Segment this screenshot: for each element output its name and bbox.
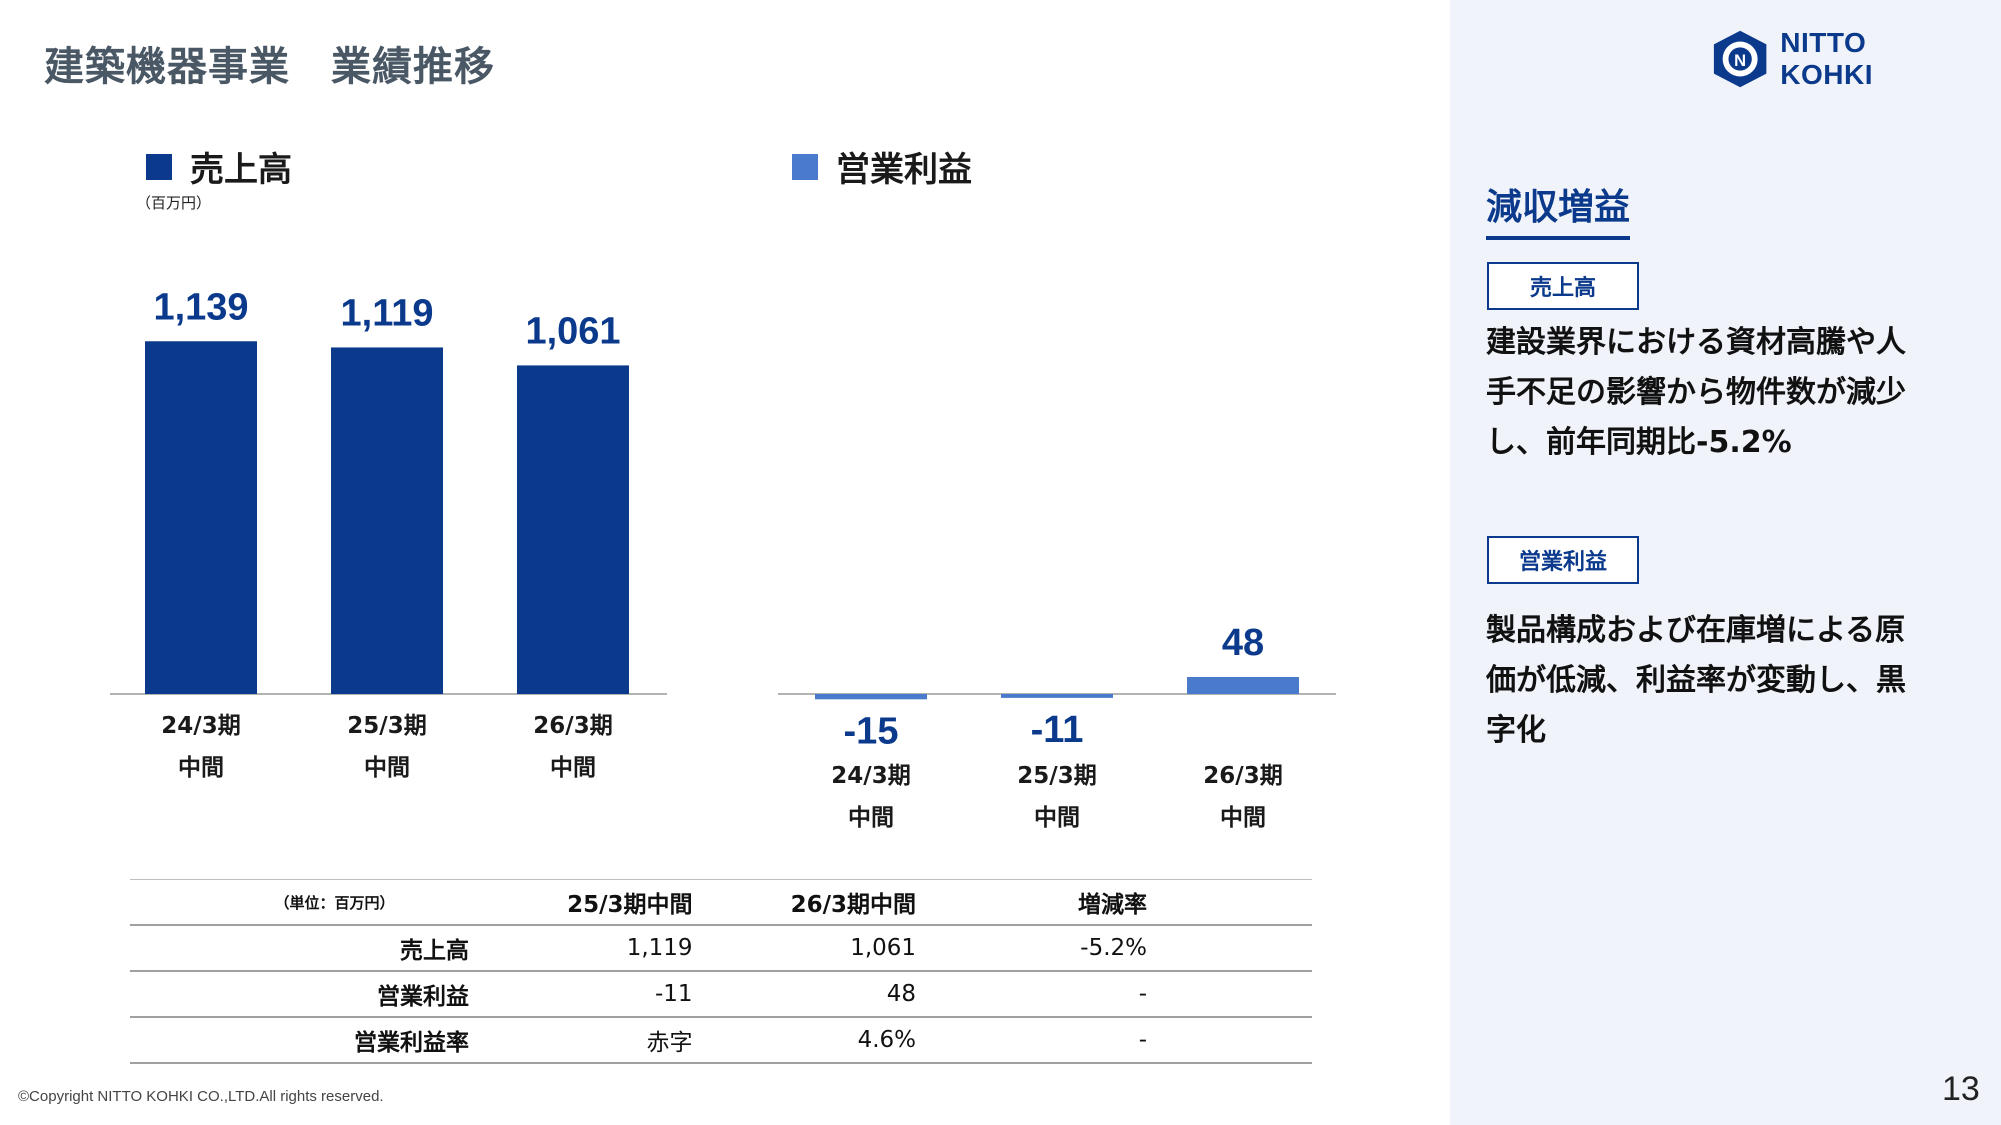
table-cell: 4.6% — [692, 1017, 917, 1064]
table-row-label: 売上高 — [130, 925, 470, 972]
chart-unit-note: （百万円） — [136, 194, 212, 212]
panel-text-line: 製品構成および在庫増による原 — [1486, 613, 1906, 648]
sales-category-label: 中間 — [178, 755, 224, 781]
sales-category-label: 26/3期 — [533, 713, 612, 739]
panel-tag-sales: 売上高 — [1487, 262, 1639, 310]
table-cell: -5.2% — [916, 925, 1148, 972]
sales-category-label: 中間 — [364, 755, 410, 781]
table-row: 売上高 1,119 1,061 -5.2% — [130, 925, 1312, 972]
sales-data-label: 1,061 — [525, 310, 620, 352]
operating-profit-bar — [1001, 694, 1113, 698]
legend-swatch-operating-profit — [792, 153, 818, 180]
panel-text-line: 字化 — [1486, 713, 1546, 748]
legend-sales-label: 売上高 — [190, 150, 292, 190]
sales-category-label: 中間 — [550, 755, 596, 781]
sales-category-label: 24/3期 — [161, 713, 240, 739]
panel-heading: 減収増益 — [1486, 178, 1631, 240]
operating-profit-data-label: -15 — [844, 710, 899, 752]
table-cell: - — [916, 1017, 1148, 1064]
table-header-spacer — [1147, 879, 1312, 926]
table-cell: - — [916, 971, 1148, 1018]
legend-swatch-sales — [146, 153, 172, 180]
table-header-cell: 26/3期中間 — [692, 879, 917, 926]
company-logo: N NITTO KOHKI — [1710, 27, 1962, 90]
nitto-kohki-logo-icon: N — [1713, 30, 1767, 88]
panel-text-line: し、前年同期比-5.2% — [1486, 425, 1792, 460]
panel-text-line: 手不足の影響から物件数が減少 — [1486, 375, 1906, 410]
table-unit-label: （単位：百万円） — [130, 879, 470, 926]
sales-bar — [517, 365, 629, 694]
table-header-cell: 25/3期中間 — [469, 879, 693, 926]
table-spacer — [1147, 971, 1312, 1018]
panel-text-operating-profit: 製品構成および在庫増による原 価が低減、利益率が変動し、黒 字化 — [1486, 606, 1956, 756]
sales-data-label: 1,139 — [153, 286, 248, 328]
table-header-cell: 増減率 — [916, 879, 1148, 926]
table-row-label: 営業利益率 — [130, 1017, 470, 1064]
panel-text-sales: 建設業界における資材高騰や人 手不足の影響から物件数が減少 し、前年同期比-5.… — [1486, 318, 1956, 468]
operating-profit-category-label: 中間 — [1220, 805, 1266, 831]
operating-profit-bar — [815, 694, 927, 700]
operating-profit-bar — [1187, 676, 1299, 694]
operating-profit-category-label: 26/3期 — [1203, 763, 1282, 789]
operating-profit-category-label: 25/3期 — [1017, 763, 1096, 789]
table-cell: 1,119 — [469, 925, 693, 972]
summary-table: （単位：百万円） 25/3期中間 26/3期中間 増減率 売上高 1,119 1… — [130, 879, 1312, 1064]
operating-profit-category-label: 中間 — [848, 805, 894, 831]
copyright-text: ©Copyright NITTO KOHKI CO.,LTD.All right… — [18, 1088, 384, 1105]
operating-profit-category-label: 中間 — [1034, 805, 1080, 831]
table-spacer — [1147, 925, 1312, 972]
table-header-row: （単位：百万円） 25/3期中間 26/3期中間 増減率 — [130, 879, 1312, 926]
bar-charts: 1,13924/3期中間1,11925/3期中間1,06126/3期中間-152… — [110, 286, 1336, 831]
legend-operating-profit: 営業利益 — [792, 142, 972, 191]
table-cell: 赤字 — [469, 1017, 693, 1064]
table-spacer — [1147, 1017, 1312, 1064]
operating-profit-category-label: 24/3期 — [831, 763, 910, 789]
operating-profit-data-label: 48 — [1222, 622, 1264, 664]
panel-tag-operating-profit: 営業利益 — [1487, 536, 1639, 584]
sales-bar — [331, 347, 443, 694]
legend-sales: 売上高 — [146, 142, 292, 191]
sales-category-label: 25/3期 — [347, 713, 426, 739]
logo-text: NITTO KOHKI — [1780, 27, 1873, 90]
table-cell: 1,061 — [692, 925, 917, 972]
operating-profit-data-label: -11 — [1031, 709, 1084, 751]
table-cell: -11 — [469, 971, 693, 1018]
svg-text:N: N — [1734, 51, 1746, 70]
table-cell: 48 — [692, 971, 917, 1018]
page-number: 13 — [1942, 1070, 1980, 1108]
legend-operating-profit-label: 営業利益 — [836, 150, 972, 190]
table-row: 営業利益 -11 48 - — [130, 971, 1312, 1018]
sales-bar — [145, 341, 257, 694]
sales-data-label: 1,119 — [341, 292, 434, 334]
panel-text-line: 建設業界における資材高騰や人 — [1486, 325, 1906, 360]
table-row: 営業利益率 赤字 4.6% - — [130, 1017, 1312, 1064]
slide-title: 建築機器事業 業績推移 — [44, 44, 495, 90]
table-row-label: 営業利益 — [130, 971, 470, 1018]
panel-text-line: 価が低減、利益率が変動し、黒 — [1486, 663, 1906, 698]
